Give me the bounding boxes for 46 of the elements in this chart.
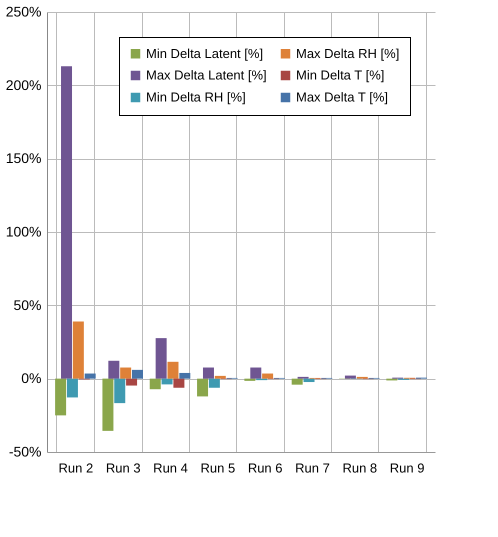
legend-label: Min Delta RH [%] [146,90,246,104]
bar [102,378,114,431]
x-tick-label: Run 8 [342,460,378,476]
y-tick-label: 100% [6,224,42,240]
bar [262,374,274,379]
legend-label: Max Delta Latent [%] [146,68,267,82]
bar [114,378,126,404]
x-tick-label: Run 5 [200,460,236,476]
legend-label: Min Delta Latent [%] [146,46,264,61]
bar [84,374,96,379]
y-tick-label: 200% [6,76,42,93]
bar [66,378,78,398]
y-tick-label: 50% [13,296,42,313]
bar [108,360,120,379]
bar [304,378,315,382]
x-tick-label: Run 6 [248,460,283,476]
x-tick-label: Run 2 [58,460,94,476]
legend-label: Max Delta T [%] [296,90,388,104]
bar [250,368,262,379]
bar [202,368,214,379]
bar [344,376,356,379]
x-tick-label: Run 4 [153,460,188,476]
legend-label: Min Delta T [%] [296,68,384,82]
legend-label: Max Delta RH [%] [296,46,400,61]
x-tick-label: Run 3 [106,460,141,476]
bar [55,378,66,416]
y-tick-label: 250% [6,4,42,20]
bar [292,378,303,385]
bar [197,378,208,396]
bar [72,321,84,379]
x-tick-label: Run 7 [295,460,330,476]
bar [162,378,173,384]
bar [173,378,184,388]
bar [61,66,72,379]
bar [167,362,178,379]
bar [156,338,167,379]
bar [120,368,132,379]
y-tick-label: 0% [21,370,42,386]
bar [132,370,143,379]
bar [179,372,190,379]
bar [126,378,138,386]
bar [150,378,161,390]
x-tick-label: Run 9 [390,460,424,476]
bar [208,378,220,388]
y-tick-label: 150% [6,150,42,166]
y-tick-label: -50% [8,444,42,460]
